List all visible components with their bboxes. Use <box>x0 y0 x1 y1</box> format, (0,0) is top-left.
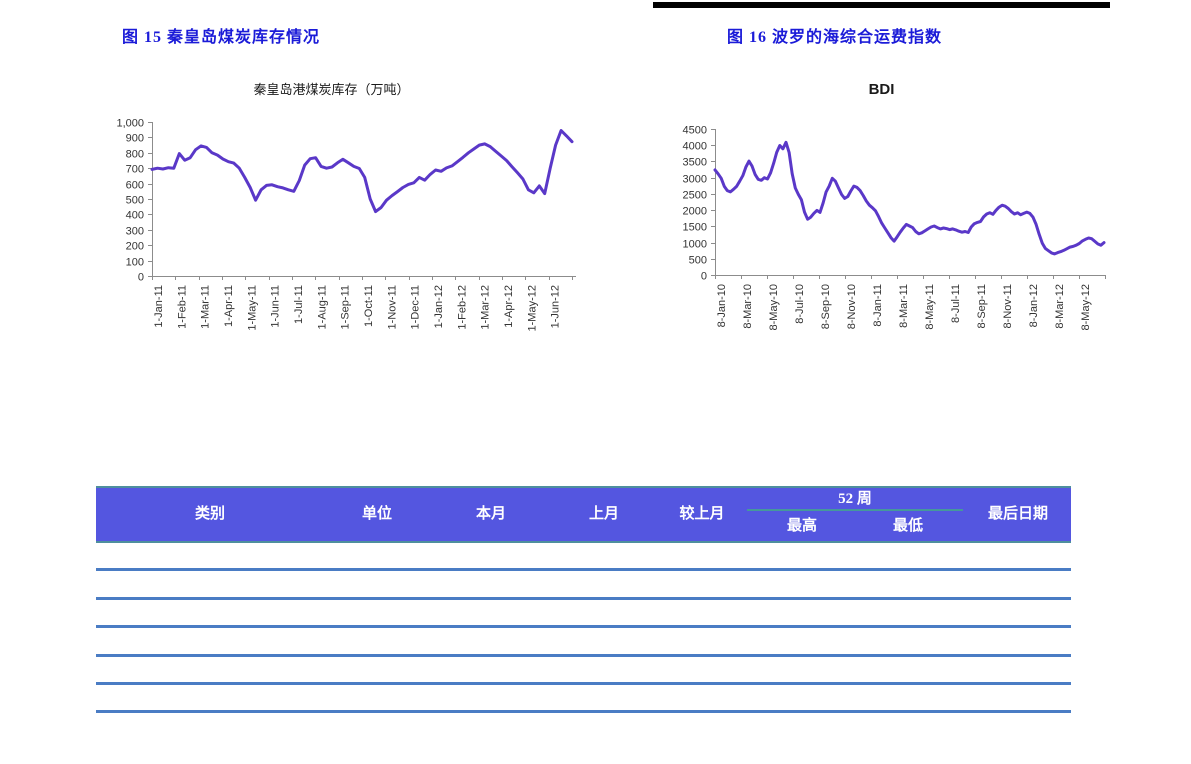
svg-text:1-Jun-12: 1-Jun-12 <box>550 285 562 328</box>
svg-text:0: 0 <box>701 271 707 283</box>
svg-text:500: 500 <box>126 195 144 207</box>
svg-text:8-Sep-10: 8-Sep-10 <box>820 284 832 329</box>
figure-16-chart-panel: BDI 0 500 1000 1500 2000 2500 3000 3500 4000 4500… <box>653 63 1110 371</box>
svg-text:1-Jan-11: 1-Jan-11 <box>153 285 165 328</box>
svg-text:1-Aug-11: 1-Aug-11 <box>316 285 328 329</box>
table-row-empty <box>96 571 1071 600</box>
svg-text:600: 600 <box>126 180 144 192</box>
svg-text:4000: 4000 <box>683 141 707 153</box>
svg-text:0: 0 <box>138 272 144 284</box>
svg-text:800: 800 <box>126 149 144 161</box>
svg-text:1-Apr-12: 1-Apr-12 <box>503 285 515 328</box>
svg-text:8-Nov-11: 8-Nov-11 <box>1002 284 1014 328</box>
svg-text:1-Jun-11: 1-Jun-11 <box>270 285 282 328</box>
svg-text:8-Sep-11: 8-Sep-11 <box>976 284 988 328</box>
table-row-empty <box>96 657 1071 685</box>
svg-text:8-Mar-10: 8-Mar-10 <box>742 284 754 329</box>
table-row-empty <box>96 685 1071 714</box>
svg-text:8-Jan-11: 8-Jan-11 <box>872 284 884 327</box>
col-header-last-month: 上月 <box>588 506 620 522</box>
col-header-52week-high: 最高 <box>787 518 818 534</box>
svg-text:4500: 4500 <box>683 125 707 137</box>
svg-text:8-May-12: 8-May-12 <box>1080 284 1092 330</box>
svg-text:8-Jul-11: 8-Jul-11 <box>950 284 962 323</box>
col-header-category: 类别 <box>194 506 226 522</box>
svg-text:1-Mar-11: 1-Mar-11 <box>200 285 212 329</box>
col-header-52week: 52 周 <box>838 491 872 507</box>
col-header-52week-low: 最低 <box>892 518 923 534</box>
col-header-unit: 单位 <box>361 506 393 522</box>
bdi-chart-title: BDI <box>868 81 895 98</box>
figure-15-chart-panel: 秦皇岛港煤炭库存（万吨） 0 100 200 300 400 500 600 700 800 90… <box>84 63 579 371</box>
svg-text:100: 100 <box>126 257 144 269</box>
svg-text:2000: 2000 <box>683 206 707 218</box>
bdi-line-chart: 0 500 1000 1500 2000 2500 3000 3500 4000 4500 8-Ja… <box>683 125 1106 330</box>
svg-text:8-May-10: 8-May-10 <box>768 284 780 330</box>
svg-text:3000: 3000 <box>683 174 707 186</box>
qhd-chart-title: 秦皇岛港煤炭库存（万吨） <box>253 82 410 97</box>
svg-text:8-Nov-10: 8-Nov-10 <box>846 284 858 329</box>
svg-text:500: 500 <box>689 255 707 267</box>
svg-text:1-Feb-12: 1-Feb-12 <box>456 285 468 330</box>
svg-text:1500: 1500 <box>683 222 707 234</box>
svg-text:3500: 3500 <box>683 157 707 169</box>
col-header-this-month: 本月 <box>475 506 507 522</box>
svg-text:1-Dec-11: 1-Dec-11 <box>410 285 422 329</box>
svg-text:200: 200 <box>126 241 144 253</box>
svg-text:2500: 2500 <box>683 190 707 202</box>
svg-text:1-Apr-11: 1-Apr-11 <box>223 285 235 327</box>
svg-text:8-Mar-12: 8-Mar-12 <box>1054 284 1066 329</box>
svg-text:1,000: 1,000 <box>116 118 144 130</box>
svg-text:1-Feb-11: 1-Feb-11 <box>176 285 188 329</box>
svg-text:1-Sep-11: 1-Sep-11 <box>340 285 352 329</box>
svg-text:700: 700 <box>126 164 144 176</box>
svg-text:8-Jan-10: 8-Jan-10 <box>716 284 728 327</box>
svg-text:1-Oct-11: 1-Oct-11 <box>363 285 375 327</box>
svg-text:400: 400 <box>126 210 144 222</box>
col-header-52week-group: 52 周 最高 最低 <box>747 488 963 541</box>
table-row-empty <box>96 628 1071 657</box>
svg-text:8-Jul-10: 8-Jul-10 <box>794 284 806 324</box>
table-header-row: 类别 单位 本月 上月 较上月 52 周 最高 最低 最后日期 <box>96 486 1071 543</box>
svg-text:300: 300 <box>126 226 144 238</box>
svg-text:8-Jan-12: 8-Jan-12 <box>1028 284 1040 327</box>
summary-table: 类别 单位 本月 上月 较上月 52 周 最高 最低 最后日期 <box>96 486 1071 714</box>
svg-text:1-Nov-11: 1-Nov-11 <box>386 285 398 329</box>
previous-figure-bottom-edge <box>653 2 1110 8</box>
svg-text:1-Jul-11: 1-Jul-11 <box>293 285 305 324</box>
figure-15-caption: 图 15 秦皇岛煤炭库存情况 <box>122 29 321 46</box>
col-header-last-date: 最后日期 <box>987 506 1049 522</box>
svg-text:1-Mar-12: 1-Mar-12 <box>480 285 492 330</box>
qhd-coal-inventory-line-chart: 0 100 200 300 400 500 600 700 800 900 1,000 1-Jan-1… <box>116 118 576 331</box>
svg-text:8-Mar-11: 8-Mar-11 <box>898 284 910 328</box>
svg-text:1000: 1000 <box>683 239 707 251</box>
52week-underline <box>747 509 963 511</box>
svg-text:1-May-12: 1-May-12 <box>526 285 538 331</box>
svg-text:900: 900 <box>126 133 144 145</box>
col-header-vs-last-month: 较上月 <box>679 506 725 522</box>
svg-text:1-Jan-12: 1-Jan-12 <box>433 285 445 328</box>
svg-text:8-May-11: 8-May-11 <box>924 284 936 330</box>
figure-16-caption: 图 16 波罗的海综合运费指数 <box>727 29 943 46</box>
table-row-empty <box>96 543 1071 572</box>
table-row-empty <box>96 600 1071 629</box>
svg-text:1-May-11: 1-May-11 <box>246 285 258 331</box>
